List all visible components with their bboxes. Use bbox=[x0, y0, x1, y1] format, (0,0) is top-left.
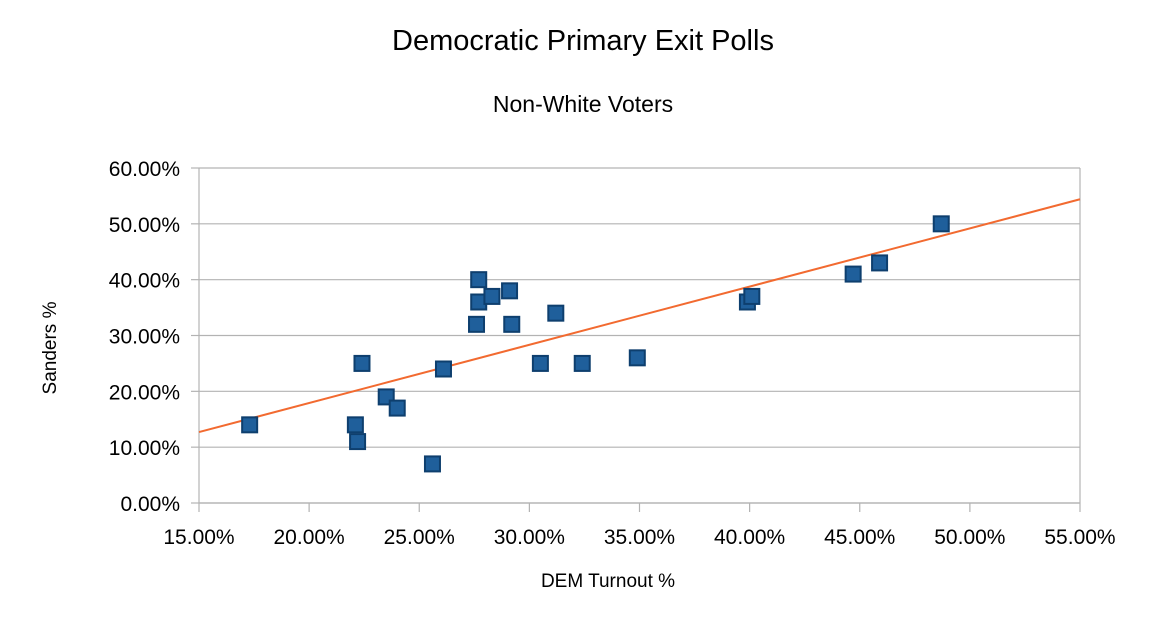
x-tick-label: 30.00% bbox=[494, 526, 565, 549]
x-tick-label: 55.00% bbox=[1044, 526, 1115, 549]
x-tick-label: 25.00% bbox=[384, 526, 455, 549]
x-axis-label: DEM Turnout % bbox=[541, 571, 675, 592]
x-tick-label: 50.00% bbox=[934, 526, 1005, 549]
y-tick-label: 20.00% bbox=[109, 381, 180, 404]
data-point bbox=[353, 354, 371, 372]
data-point bbox=[423, 455, 441, 473]
y-tick-label: 10.00% bbox=[109, 437, 180, 460]
data-points bbox=[241, 215, 950, 473]
data-point bbox=[434, 360, 452, 378]
data-point bbox=[501, 282, 519, 300]
y-tick-label: 50.00% bbox=[109, 214, 180, 237]
x-tick-label: 15.00% bbox=[163, 526, 234, 549]
data-point bbox=[531, 354, 549, 372]
data-point bbox=[932, 215, 950, 233]
data-point bbox=[388, 399, 406, 417]
data-point bbox=[573, 354, 591, 372]
data-point bbox=[346, 416, 364, 434]
data-point bbox=[547, 304, 565, 322]
y-tick-label: 40.00% bbox=[109, 270, 180, 293]
data-point bbox=[241, 416, 259, 434]
data-point bbox=[468, 315, 486, 333]
gridlines bbox=[191, 167, 1080, 504]
data-point bbox=[470, 271, 488, 289]
data-point bbox=[628, 349, 646, 367]
data-point bbox=[483, 287, 501, 305]
data-point bbox=[743, 287, 761, 305]
chart-subtitle: Non-White Voters bbox=[493, 91, 673, 117]
x-tick-label: 45.00% bbox=[824, 526, 895, 549]
data-point bbox=[871, 254, 889, 272]
y-tick-label: 30.00% bbox=[109, 326, 180, 349]
data-point bbox=[503, 315, 521, 333]
trendline bbox=[198, 198, 1081, 434]
y-tick-labels: 0.00% 10.00% 20.00% 30.00% 40.00% 50.00% 60.00… bbox=[109, 158, 180, 516]
x-tick-label: 40.00% bbox=[714, 526, 785, 549]
data-point bbox=[844, 265, 862, 283]
x-tick-labels: 15.00% 20.00% 25.00% 30.00% 35.00% 40.00% 45.0… bbox=[163, 526, 1115, 549]
y-tick-label: 60.00% bbox=[109, 158, 180, 181]
y-tick-label: 0.00% bbox=[120, 493, 180, 516]
chart-title: Democratic Primary Exit Polls bbox=[392, 25, 774, 57]
x-tick-label: 20.00% bbox=[274, 526, 345, 549]
x-tick-label: 35.00% bbox=[604, 526, 675, 549]
data-point bbox=[349, 433, 367, 451]
y-axis-label: Sanders % bbox=[40, 301, 61, 394]
axes bbox=[198, 168, 1081, 512]
trendline-group bbox=[198, 198, 1081, 434]
